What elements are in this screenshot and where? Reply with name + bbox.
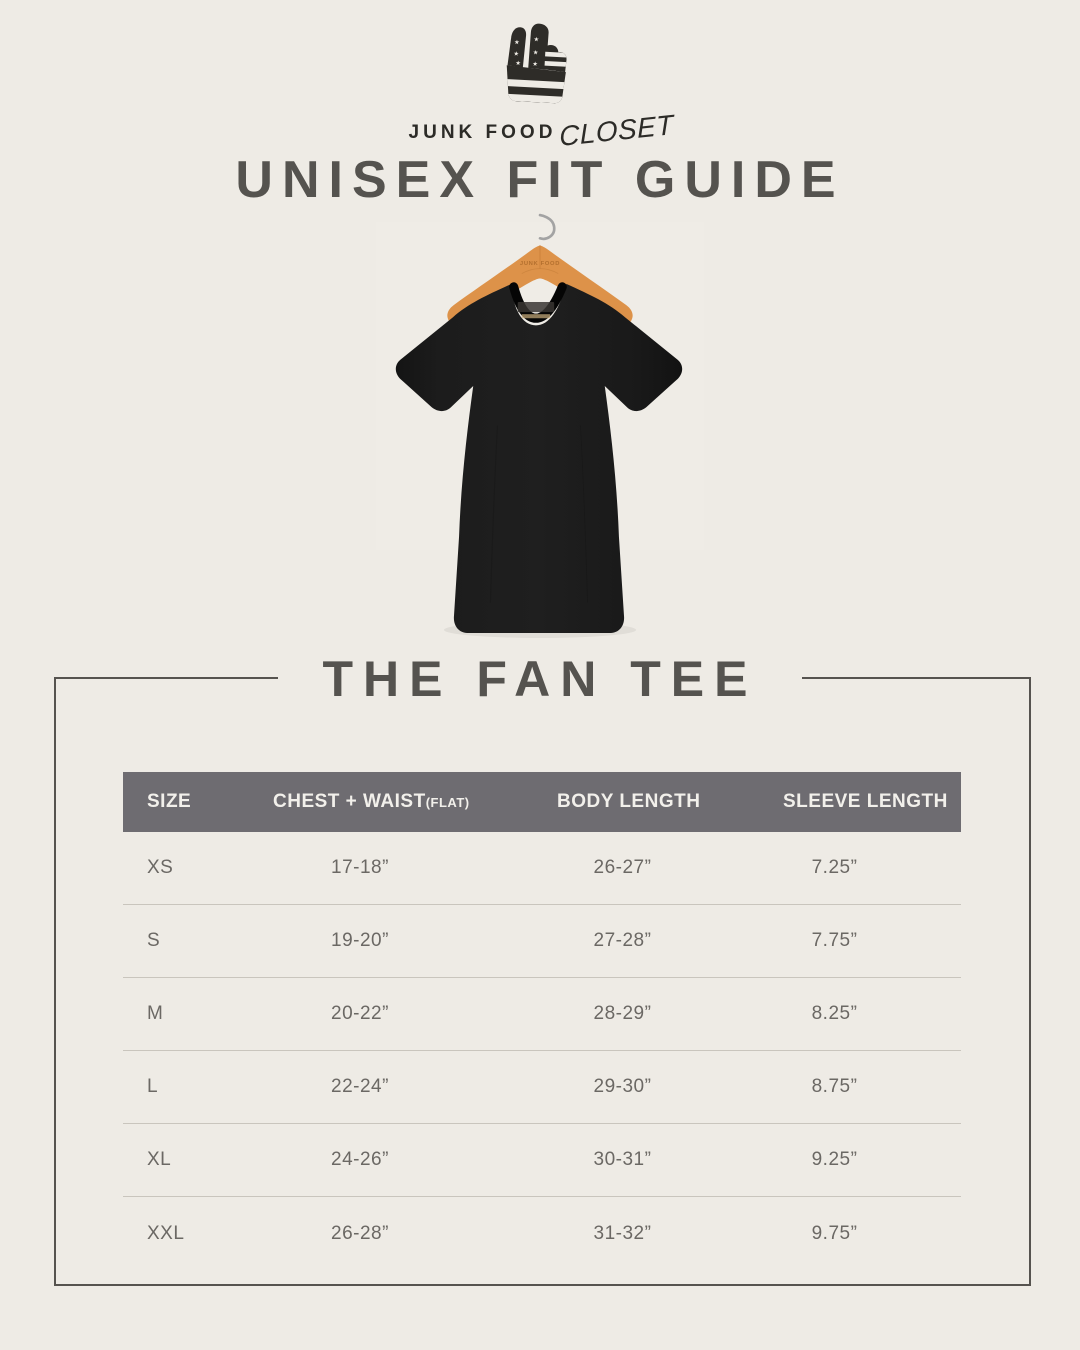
svg-text:★: ★ — [515, 60, 521, 67]
svg-text:★: ★ — [513, 51, 519, 58]
svg-text:★: ★ — [532, 61, 538, 68]
svg-text:★: ★ — [533, 49, 539, 56]
svg-text:★: ★ — [514, 39, 520, 46]
svg-text:★: ★ — [533, 36, 539, 43]
svg-text:JUNK FOOD: JUNK FOOD — [520, 261, 560, 267]
